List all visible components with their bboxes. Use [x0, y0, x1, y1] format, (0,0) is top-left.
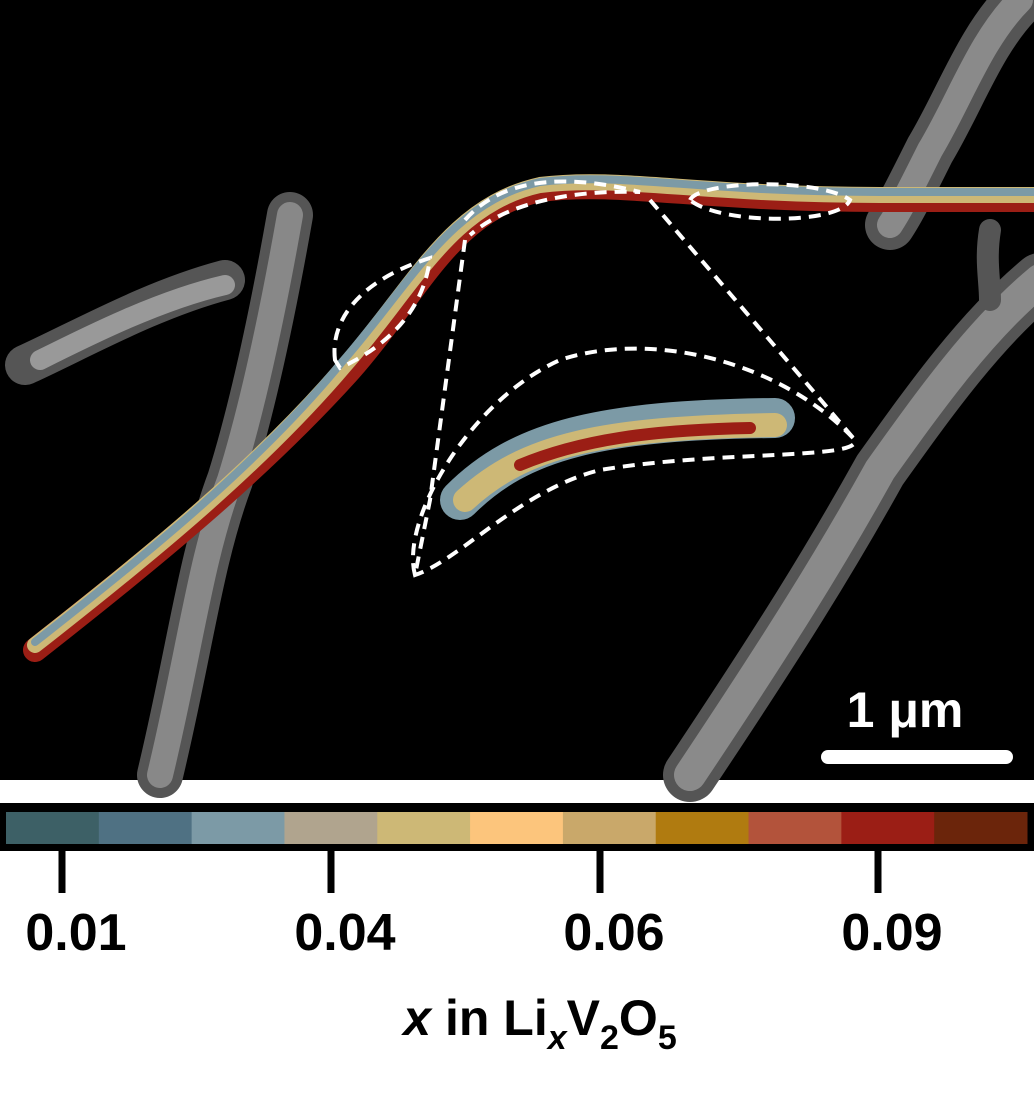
colorbar-segment	[934, 812, 1028, 844]
label-part: V	[567, 990, 601, 1046]
colorbar-tick-label: 0.04	[294, 904, 395, 962]
colorbar-tick-label: 0.06	[563, 904, 664, 962]
scale-bar: 1 μm	[821, 682, 1013, 764]
colorbar-segment	[562, 812, 657, 844]
colorbar-tick-label: 0.01	[25, 904, 126, 962]
label-part: O	[619, 990, 658, 1046]
label-part: x	[400, 990, 433, 1046]
colorbar: 0.01 0.04 0.06 0.09	[6, 812, 1028, 962]
colorbar-label: x in LixV2O5	[400, 990, 677, 1057]
colorbar-segment	[748, 812, 842, 844]
colorbar-segment	[191, 812, 285, 844]
label-part: 2	[600, 1019, 619, 1057]
colorbar-segment	[377, 812, 471, 844]
colored-fiber	[23, 174, 1034, 662]
label-part: 5	[658, 1019, 677, 1057]
colorbar-segment	[470, 812, 564, 844]
micrograph-background	[0, 0, 1034, 780]
dashed-outlines	[332, 179, 857, 578]
label-part: x	[546, 1019, 569, 1057]
colorbar-segment	[841, 812, 935, 844]
colorbar-tick-label: 0.09	[841, 904, 942, 962]
colorbar-segment	[98, 812, 193, 844]
label-part: in Li	[431, 990, 548, 1046]
scale-bar-label: 1 μm	[847, 682, 964, 738]
colorbar-segment	[6, 812, 100, 844]
colorbar-segment	[284, 812, 378, 844]
colorbar-segment	[655, 812, 750, 844]
